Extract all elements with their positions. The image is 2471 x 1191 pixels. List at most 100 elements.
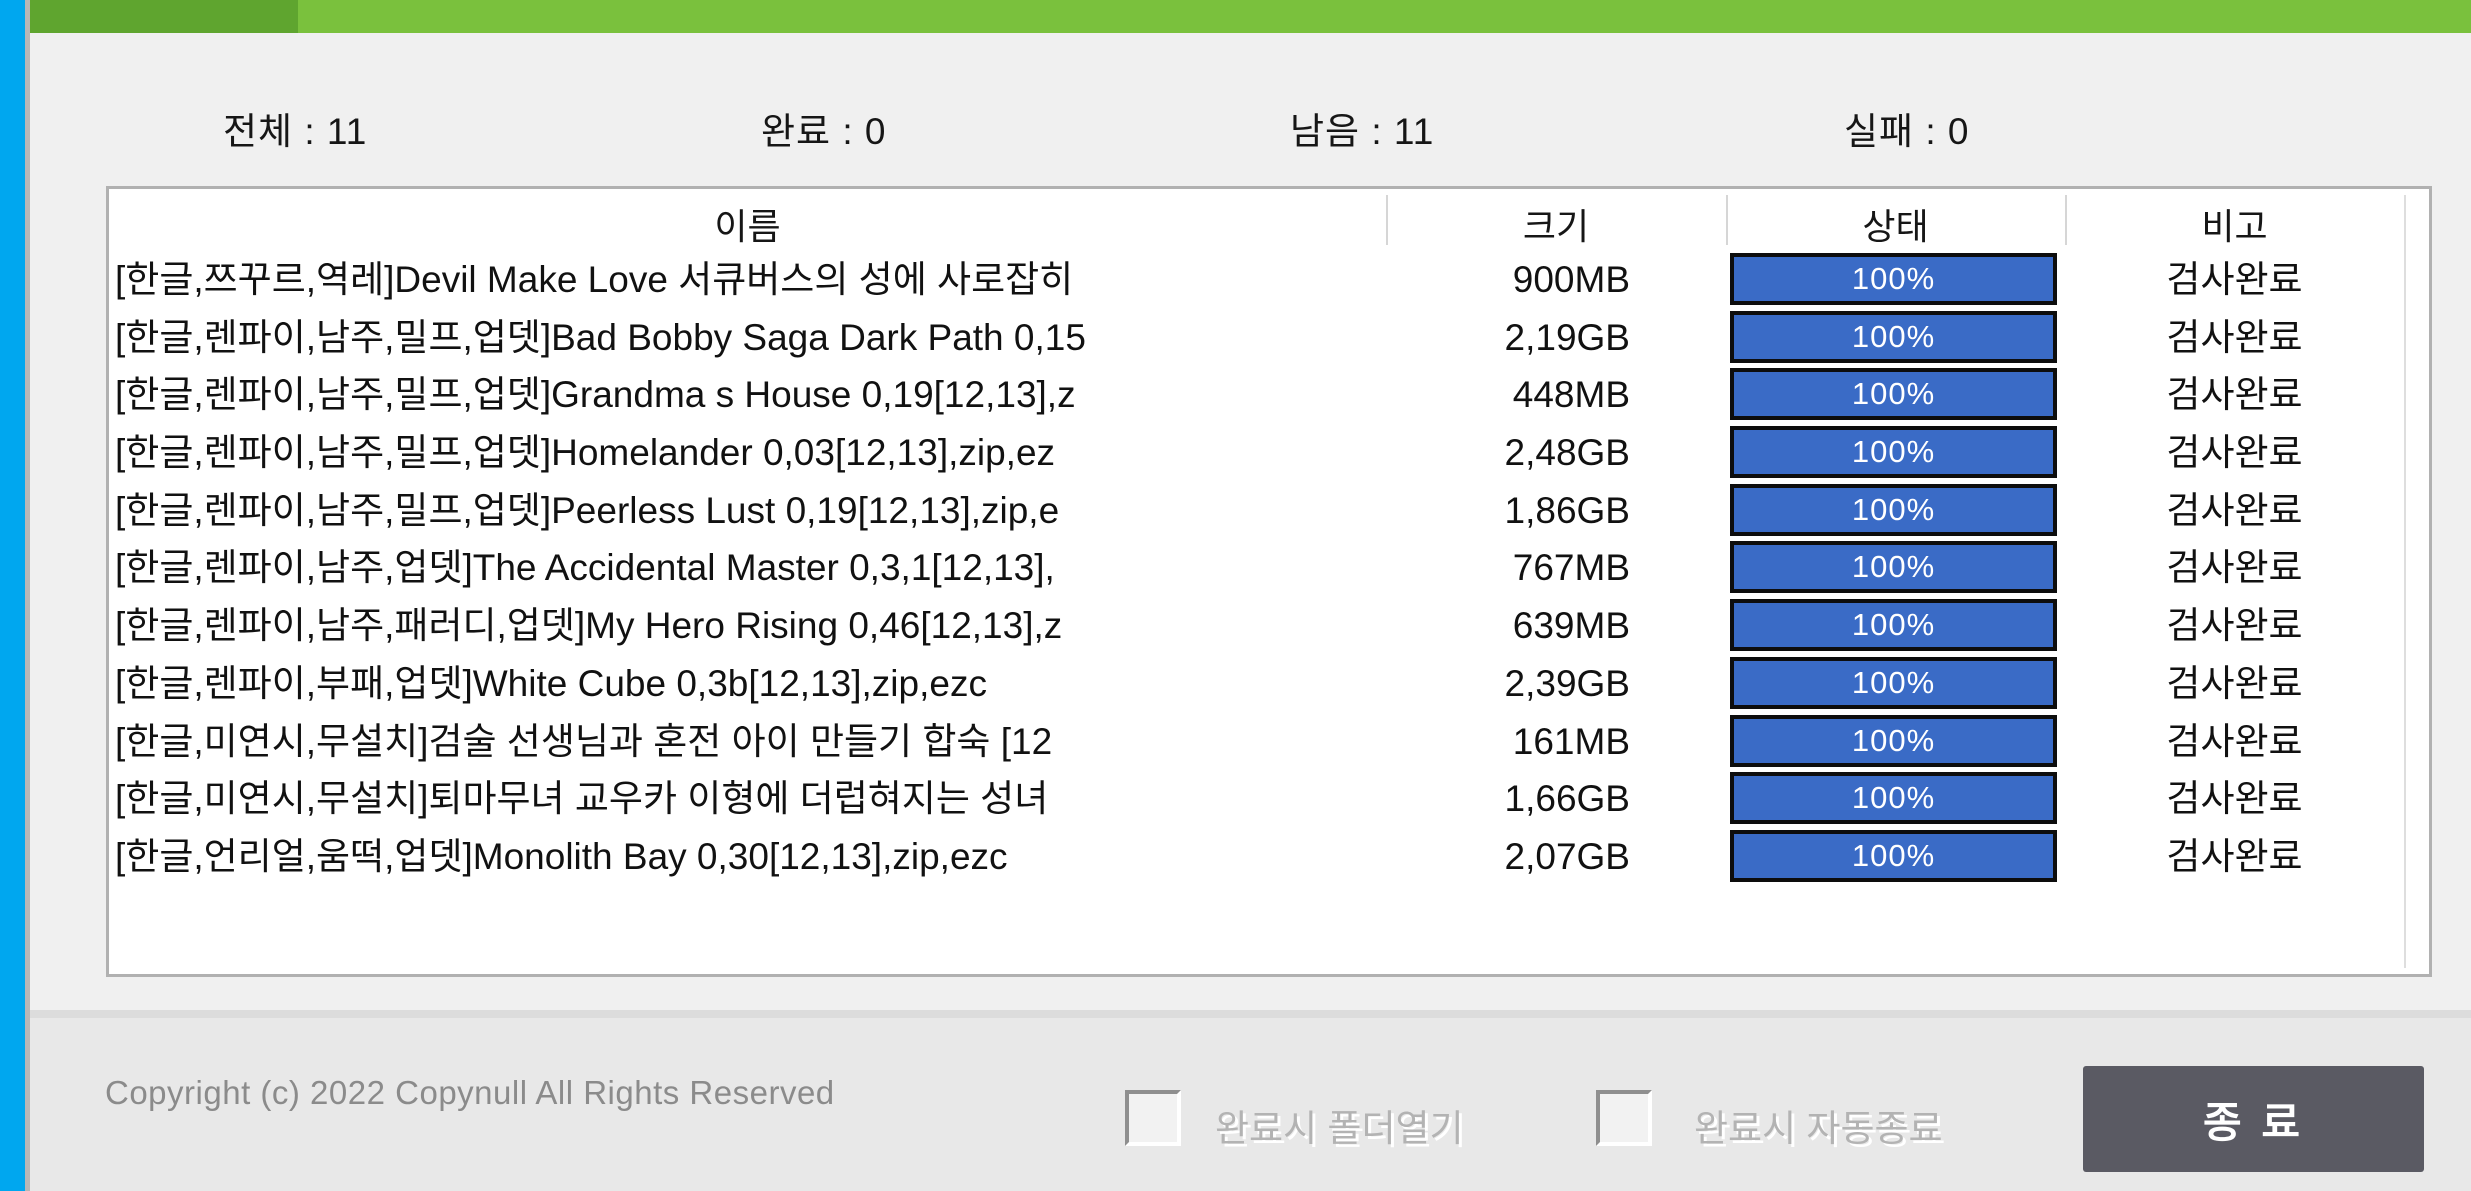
table-row[interactable]: [한글,렌파이,남주,밀프,업뎃]Grandma s House 0,19[12… (109, 366, 2429, 424)
stat-remaining: 남음 : 11 (1290, 111, 1435, 152)
progress-label: 100% (1851, 607, 1936, 643)
table-row[interactable]: [한글,렌파이,남주,밀프,업뎃]Bad Bobby Saga Dark Pat… (109, 309, 2429, 367)
auto-exit-checkbox[interactable] (1596, 1090, 1652, 1146)
file-name: [한글,렌파이,남주,업뎃]The Accidental Master 0,3,… (115, 547, 1055, 589)
progress-label: 100% (1851, 837, 1936, 873)
file-status-cell: 100% (1726, 366, 2065, 424)
progress-bar: 100% (1730, 426, 2057, 479)
footer-bar: Copyright (c) 2022 Copynull All Rights R… (30, 1010, 2471, 1191)
file-size: 2,39GB (1504, 662, 1630, 704)
table-row[interactable]: [한글,렌파이,남주,밀프,업뎃]Homelander 0,03[12,13],… (109, 424, 2429, 482)
file-status-cell: 100% (1726, 251, 2065, 309)
table-row[interactable]: [한글,렌파이,남주,업뎃]The Accidental Master 0,3,… (109, 539, 2429, 597)
table-row[interactable]: [한글,언리얼,움떡,업뎃]Monolith Bay 0,30[12,13],z… (109, 828, 2429, 886)
file-note: 검사완료 (2166, 374, 2303, 416)
auto-exit-checkbox-label[interactable]: 완료시 자동종료 (1694, 1108, 1943, 1149)
table-row[interactable]: [한글,렌파이,남주,밀프,업뎃]Peerless Lust 0,19[12,1… (109, 482, 2429, 540)
progress-label: 100% (1851, 376, 1936, 412)
file-note: 검사완료 (2166, 547, 2303, 589)
progress-bar: 100% (1730, 310, 2057, 363)
file-name: [한글,렌파이,남주,밀프,업뎃]Bad Bobby Saga Dark Pat… (115, 316, 1086, 358)
file-status-cell: 100% (1726, 770, 2065, 828)
file-name: [한글,렌파이,남주,밀프,업뎃]Grandma s House 0,19[12… (115, 374, 1076, 416)
left-accent-stripe (0, 0, 25, 1191)
top-progress-bar (30, 0, 2471, 33)
file-name: [한글,미연시,무설치]퇴마무녀 교우카 이형에 더럽혀지는 성녀 (115, 778, 1049, 820)
file-note: 검사완료 (2166, 605, 2303, 647)
header-divider (1726, 195, 1728, 245)
file-note: 검사완료 (2166, 316, 2303, 358)
column-header-status[interactable]: 상태 (1862, 206, 1929, 247)
table-row[interactable]: [한글,미연시,무설치]퇴마무녀 교우카 이형에 더럽혀지는 성녀 1,66GB 1… (109, 770, 2429, 828)
header-divider (2065, 195, 2067, 245)
progress-bar: 100% (1730, 253, 2057, 305)
file-size: 900MB (1512, 259, 1630, 300)
file-size: 1,66GB (1504, 778, 1630, 820)
column-header-note[interactable]: 비고 (2201, 206, 2268, 247)
progress-label: 100% (1851, 549, 1936, 585)
file-note: 검사완료 (2166, 778, 2303, 820)
header-divider (1386, 195, 1388, 245)
progress-label: 100% (1851, 722, 1936, 758)
file-note: 검사완료 (2166, 662, 2303, 704)
file-size: 639MB (1512, 605, 1630, 647)
file-status-cell: 100% (1726, 713, 2065, 771)
progress-label: 100% (1851, 261, 1936, 296)
file-note: 검사완료 (2166, 489, 2303, 531)
progress-bar: 100% (1730, 368, 2057, 421)
file-name: [한글,렌파이,부패,업뎃]White Cube 0,3b[12,13],zip… (115, 662, 987, 704)
file-note: 검사완료 (2166, 259, 2303, 300)
progress-label: 100% (1851, 780, 1936, 816)
progress-bar: 100% (1730, 772, 2057, 825)
file-name: [한글,렌파이,남주,밀프,업뎃]Peerless Lust 0,19[12,1… (115, 489, 1060, 531)
file-note: 검사완료 (2166, 432, 2303, 474)
progress-bar: 100% (1730, 714, 2057, 767)
progress-label: 100% (1851, 318, 1936, 354)
exit-button[interactable]: 종 료 (2083, 1066, 2424, 1172)
stat-total: 전체 : 11 (223, 111, 368, 152)
file-name: [한글,미연시,무설치]검술 선생님과 혼전 아이 만들기 합숙 [12 (115, 720, 1053, 762)
file-size: 2,19GB (1504, 316, 1630, 358)
file-note: 검사완료 (2166, 720, 2303, 762)
file-note: 검사완료 (2166, 835, 2303, 877)
file-status-cell: 100% (1726, 597, 2065, 655)
stat-failed: 실패 : 0 (1844, 111, 1970, 152)
progress-label: 100% (1851, 664, 1936, 700)
file-size: 2,48GB (1504, 432, 1630, 474)
open-folder-checkbox[interactable] (1125, 1090, 1181, 1146)
progress-label: 100% (1851, 491, 1936, 527)
copyright-text: Copyright (c) 2022 Copynull All Rights R… (105, 1074, 835, 1111)
progress-bar: 100% (1730, 829, 2057, 882)
column-header-name[interactable]: 이름 (714, 206, 781, 247)
file-name: [한글,쯔꾸르,역레]Devil Make Love 서큐버스의 성에 사로잡히 (115, 259, 1074, 300)
table-row[interactable]: [한글,미연시,무설치]검술 선생님과 혼전 아이 만들기 합숙 [12 161M… (109, 713, 2429, 771)
table-row[interactable]: [한글,렌파이,남주,패러디,업뎃]My Hero Rising 0,46[12… (109, 597, 2429, 655)
table-body: [한글,쯔꾸르,역레]Devil Make Love 서큐버스의 성에 사로잡히… (109, 251, 2429, 974)
file-name: [한글,렌파이,남주,밀프,업뎃]Homelander 0,03[12,13],… (115, 432, 1056, 474)
left-seam-divider (25, 0, 30, 1191)
progress-bar: 100% (1730, 541, 2057, 594)
progress-label: 100% (1851, 434, 1936, 470)
file-status-cell: 100% (1726, 424, 2065, 482)
stat-completed: 완료 : 0 (761, 111, 887, 152)
table-row[interactable]: [한글,쯔꾸르,역레]Devil Make Love 서큐버스의 성에 사로잡히… (109, 251, 2429, 309)
last-column-divider (2404, 195, 2406, 968)
file-name: [한글,렌파이,남주,패러디,업뎃]My Hero Rising 0,46[12… (115, 605, 1063, 647)
table-row[interactable]: [한글,렌파이,부패,업뎃]White Cube 0,3b[12,13],zip… (109, 655, 2429, 713)
column-header-size[interactable]: 크기 (1522, 206, 1590, 247)
top-progress-fill (30, 0, 298, 33)
file-status-cell: 100% (1726, 482, 2065, 540)
progress-bar: 100% (1730, 483, 2057, 536)
file-list-header: 이름 크기 상태 비고 (109, 189, 2429, 249)
file-size: 161MB (1512, 720, 1630, 762)
file-size: 767MB (1512, 547, 1630, 589)
file-list: 이름 크기 상태 비고 [한글,쯔꾸르,역레]Devil Make Love 서… (106, 186, 2432, 977)
open-folder-checkbox-label[interactable]: 완료시 폴더열기 (1215, 1108, 1464, 1149)
file-status-cell: 100% (1726, 539, 2065, 597)
file-status-cell: 100% (1726, 655, 2065, 713)
file-size: 448MB (1512, 374, 1630, 416)
file-size: 1,86GB (1504, 489, 1630, 531)
progress-bar: 100% (1730, 599, 2057, 652)
file-status-cell: 100% (1726, 828, 2065, 886)
